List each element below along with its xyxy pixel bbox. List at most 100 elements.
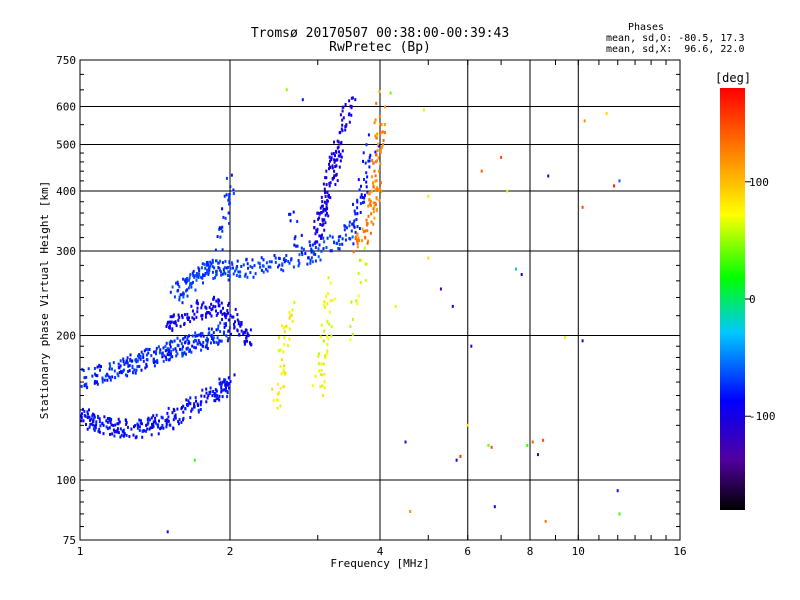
echo-point	[210, 327, 213, 331]
echo-point	[317, 352, 320, 356]
echo-point	[201, 344, 204, 348]
echo-point	[265, 267, 267, 271]
echo-point	[108, 375, 111, 379]
echo-point	[366, 175, 369, 179]
echo-point	[190, 409, 193, 413]
echo-point	[209, 264, 212, 268]
echo-point	[542, 438, 545, 442]
colorbar	[720, 88, 745, 510]
echo-point	[204, 315, 207, 319]
echo-point	[135, 360, 138, 364]
echo-point	[312, 250, 315, 254]
echo-point	[311, 260, 314, 264]
echo-point	[439, 287, 442, 291]
echo-point	[328, 162, 330, 166]
echo-point	[166, 353, 169, 356]
echo-point	[374, 174, 377, 178]
echo-point	[188, 334, 190, 338]
echo-point	[176, 407, 179, 411]
echo-point	[365, 171, 368, 175]
echo-point	[277, 382, 280, 386]
echo-point	[219, 381, 222, 385]
echo-point	[187, 403, 190, 407]
echo-point	[377, 156, 380, 160]
echo-point	[292, 265, 295, 269]
echo-point	[350, 300, 353, 304]
echo-point	[367, 204, 370, 208]
echo-point	[490, 445, 493, 449]
echo-point	[223, 322, 226, 326]
echo-point	[188, 276, 191, 280]
echo-point	[219, 321, 222, 325]
echo-point	[348, 99, 351, 103]
echo-point	[331, 177, 334, 180]
echo-point	[243, 340, 246, 344]
echo-point	[162, 346, 165, 350]
echo-point	[95, 373, 98, 377]
echo-point	[168, 324, 171, 328]
echo-point	[125, 433, 128, 437]
echo-point	[200, 314, 203, 318]
echo-point	[335, 158, 338, 162]
echo-point	[348, 112, 351, 116]
echo-point	[212, 336, 215, 340]
echo-point	[122, 360, 125, 363]
echo-point	[364, 161, 367, 165]
echo-point	[216, 394, 219, 398]
echo-point	[131, 366, 134, 370]
echo-point	[190, 304, 193, 308]
echo-point	[146, 421, 149, 425]
echo-point	[82, 369, 85, 372]
echo-point	[200, 306, 203, 310]
echo-point	[324, 354, 327, 358]
echo-point	[309, 244, 312, 247]
echo-point	[311, 384, 314, 388]
echo-point	[204, 305, 207, 309]
echo-point	[224, 216, 227, 220]
echo-point	[240, 322, 243, 326]
echo-point	[222, 332, 225, 336]
echo-point	[337, 154, 340, 158]
echo-point	[329, 234, 332, 238]
echo-point	[222, 268, 225, 272]
echo-point	[186, 294, 189, 298]
echo-point	[87, 367, 90, 371]
echo-point	[321, 233, 323, 237]
echo-point	[98, 427, 101, 431]
echo-point	[219, 235, 222, 239]
echo-point	[97, 429, 100, 433]
echo-point	[383, 131, 386, 135]
echo-point	[130, 359, 133, 363]
echo-point	[314, 242, 317, 246]
echo-point	[222, 306, 224, 310]
echo-point	[162, 426, 165, 430]
echo-point	[217, 324, 220, 328]
echo-point	[314, 374, 317, 378]
echo-point	[223, 330, 225, 334]
echo-point	[351, 96, 354, 100]
echo-point	[99, 424, 102, 428]
echo-point	[356, 302, 359, 306]
echo-point	[350, 96, 353, 100]
echo-point	[374, 150, 377, 154]
echo-point	[233, 326, 236, 330]
echo-point	[98, 430, 101, 434]
echo-point	[367, 192, 370, 196]
echo-point	[196, 310, 199, 314]
echo-point	[127, 370, 130, 373]
echo-point	[318, 216, 321, 220]
echo-point	[362, 230, 365, 234]
echo-point	[319, 373, 322, 376]
echo-point	[368, 156, 371, 159]
echo-point	[207, 272, 210, 276]
echo-point	[109, 364, 112, 368]
echo-point	[215, 269, 218, 273]
echo-point	[281, 324, 283, 328]
echo-point	[315, 229, 318, 232]
echo-point	[124, 418, 127, 422]
echo-point	[182, 410, 185, 414]
echo-point	[236, 259, 239, 263]
echo-point	[367, 214, 370, 218]
echo-point	[379, 131, 382, 135]
echo-point	[205, 400, 208, 404]
